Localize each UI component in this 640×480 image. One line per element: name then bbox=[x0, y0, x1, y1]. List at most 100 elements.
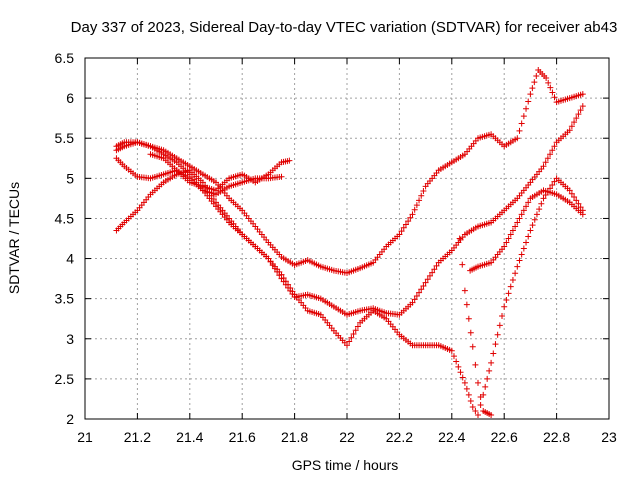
x-tick-label: 21.2 bbox=[124, 429, 151, 445]
data-point bbox=[402, 221, 409, 228]
x-tick-labels: 21 21.2 21.4 21.6 21.8 22 22.2 22.4 22.6 22.8 23 bbox=[77, 429, 617, 445]
data-point bbox=[518, 211, 525, 218]
data-point bbox=[420, 188, 427, 195]
data-point bbox=[523, 239, 530, 246]
data-point bbox=[544, 155, 551, 162]
y-axis-label: SDTVAR / TECUs bbox=[6, 182, 22, 294]
series-track-g bbox=[456, 235, 495, 418]
data-point bbox=[501, 303, 508, 310]
data-point bbox=[542, 159, 549, 166]
data-point bbox=[571, 119, 578, 126]
data-point bbox=[413, 202, 420, 209]
data-point bbox=[348, 334, 355, 341]
data-point bbox=[503, 297, 510, 304]
data-point bbox=[461, 287, 468, 294]
data-point bbox=[416, 197, 423, 204]
grid-layer bbox=[85, 58, 609, 419]
data-point bbox=[352, 327, 359, 334]
x-tick-label: 23 bbox=[601, 429, 617, 445]
data-point bbox=[549, 89, 556, 96]
data-point bbox=[540, 163, 547, 170]
tick-marks bbox=[84, 57, 610, 420]
data-point bbox=[416, 289, 423, 296]
data-point bbox=[549, 182, 556, 189]
data-point bbox=[547, 151, 554, 158]
data-point bbox=[520, 245, 527, 252]
data-point bbox=[549, 147, 556, 154]
data-point bbox=[568, 190, 575, 197]
data-point bbox=[280, 274, 287, 281]
x-axis-label: GPS time / hours bbox=[292, 457, 399, 473]
data-point bbox=[409, 211, 416, 218]
data-point bbox=[512, 223, 519, 230]
data-point bbox=[551, 143, 558, 150]
data-point bbox=[396, 231, 403, 238]
data-point bbox=[354, 323, 361, 330]
data-point bbox=[575, 111, 582, 118]
data-point bbox=[409, 299, 416, 306]
data-point bbox=[514, 219, 521, 226]
data-point bbox=[282, 278, 289, 285]
data-point bbox=[411, 296, 418, 303]
data-point bbox=[278, 271, 285, 278]
data-point bbox=[496, 322, 503, 329]
data-point bbox=[529, 85, 536, 92]
data-point bbox=[490, 350, 497, 357]
data-point bbox=[505, 290, 512, 297]
data-point bbox=[488, 359, 495, 366]
data-point bbox=[499, 313, 506, 320]
data-point bbox=[514, 135, 521, 142]
chart-title: Day 337 of 2023, Sidereal Day-to-day VTE… bbox=[71, 19, 618, 36]
data-point bbox=[477, 393, 484, 400]
data-point bbox=[520, 113, 527, 120]
data-point bbox=[426, 272, 433, 279]
data-point bbox=[286, 157, 293, 164]
data-point bbox=[566, 187, 573, 194]
data-point bbox=[420, 282, 427, 289]
data-point bbox=[525, 233, 532, 240]
data-point bbox=[575, 200, 582, 207]
data-point bbox=[289, 288, 296, 295]
data-point bbox=[531, 216, 538, 223]
data-point bbox=[484, 375, 491, 382]
data-point bbox=[407, 214, 414, 221]
data-point bbox=[475, 379, 481, 386]
data-point bbox=[525, 98, 532, 105]
data-point bbox=[568, 123, 575, 130]
data-point bbox=[459, 374, 466, 381]
y-tick-label: 2.5 bbox=[55, 371, 75, 387]
data-point bbox=[457, 369, 464, 376]
data-point bbox=[503, 239, 510, 246]
x-tick-label: 21.6 bbox=[229, 429, 256, 445]
data-point bbox=[482, 383, 489, 390]
data-point bbox=[465, 315, 472, 322]
data-point bbox=[566, 127, 573, 134]
data-point bbox=[543, 75, 550, 82]
data-point bbox=[501, 243, 508, 250]
data-point bbox=[278, 173, 285, 180]
x-tick-label: 22.8 bbox=[543, 429, 570, 445]
x-tick-label: 22 bbox=[339, 429, 355, 445]
data-point bbox=[538, 200, 545, 207]
data-point bbox=[411, 206, 418, 213]
data-point bbox=[398, 228, 405, 235]
data-point bbox=[465, 391, 472, 398]
data-point bbox=[551, 94, 558, 101]
data-point bbox=[531, 79, 538, 86]
data-point bbox=[540, 195, 547, 202]
data-point bbox=[405, 218, 412, 225]
data-point bbox=[527, 227, 534, 234]
data-point bbox=[418, 192, 425, 199]
data-point bbox=[573, 115, 580, 122]
data-point bbox=[488, 411, 495, 418]
x-tick-label: 21 bbox=[77, 429, 93, 445]
x-tick-label: 22.6 bbox=[491, 429, 518, 445]
data-point bbox=[422, 279, 429, 286]
y-tick-labels: 2 2.5 3 3.5 4 4.5 5 5.5 6 6.5 bbox=[55, 50, 75, 427]
series-track-c bbox=[113, 167, 586, 418]
y-tick-label: 2 bbox=[66, 411, 74, 427]
x-tick-label: 21.4 bbox=[176, 429, 203, 445]
y-tick-label: 6 bbox=[66, 90, 74, 106]
data-point bbox=[516, 257, 523, 264]
data-point bbox=[525, 199, 532, 206]
